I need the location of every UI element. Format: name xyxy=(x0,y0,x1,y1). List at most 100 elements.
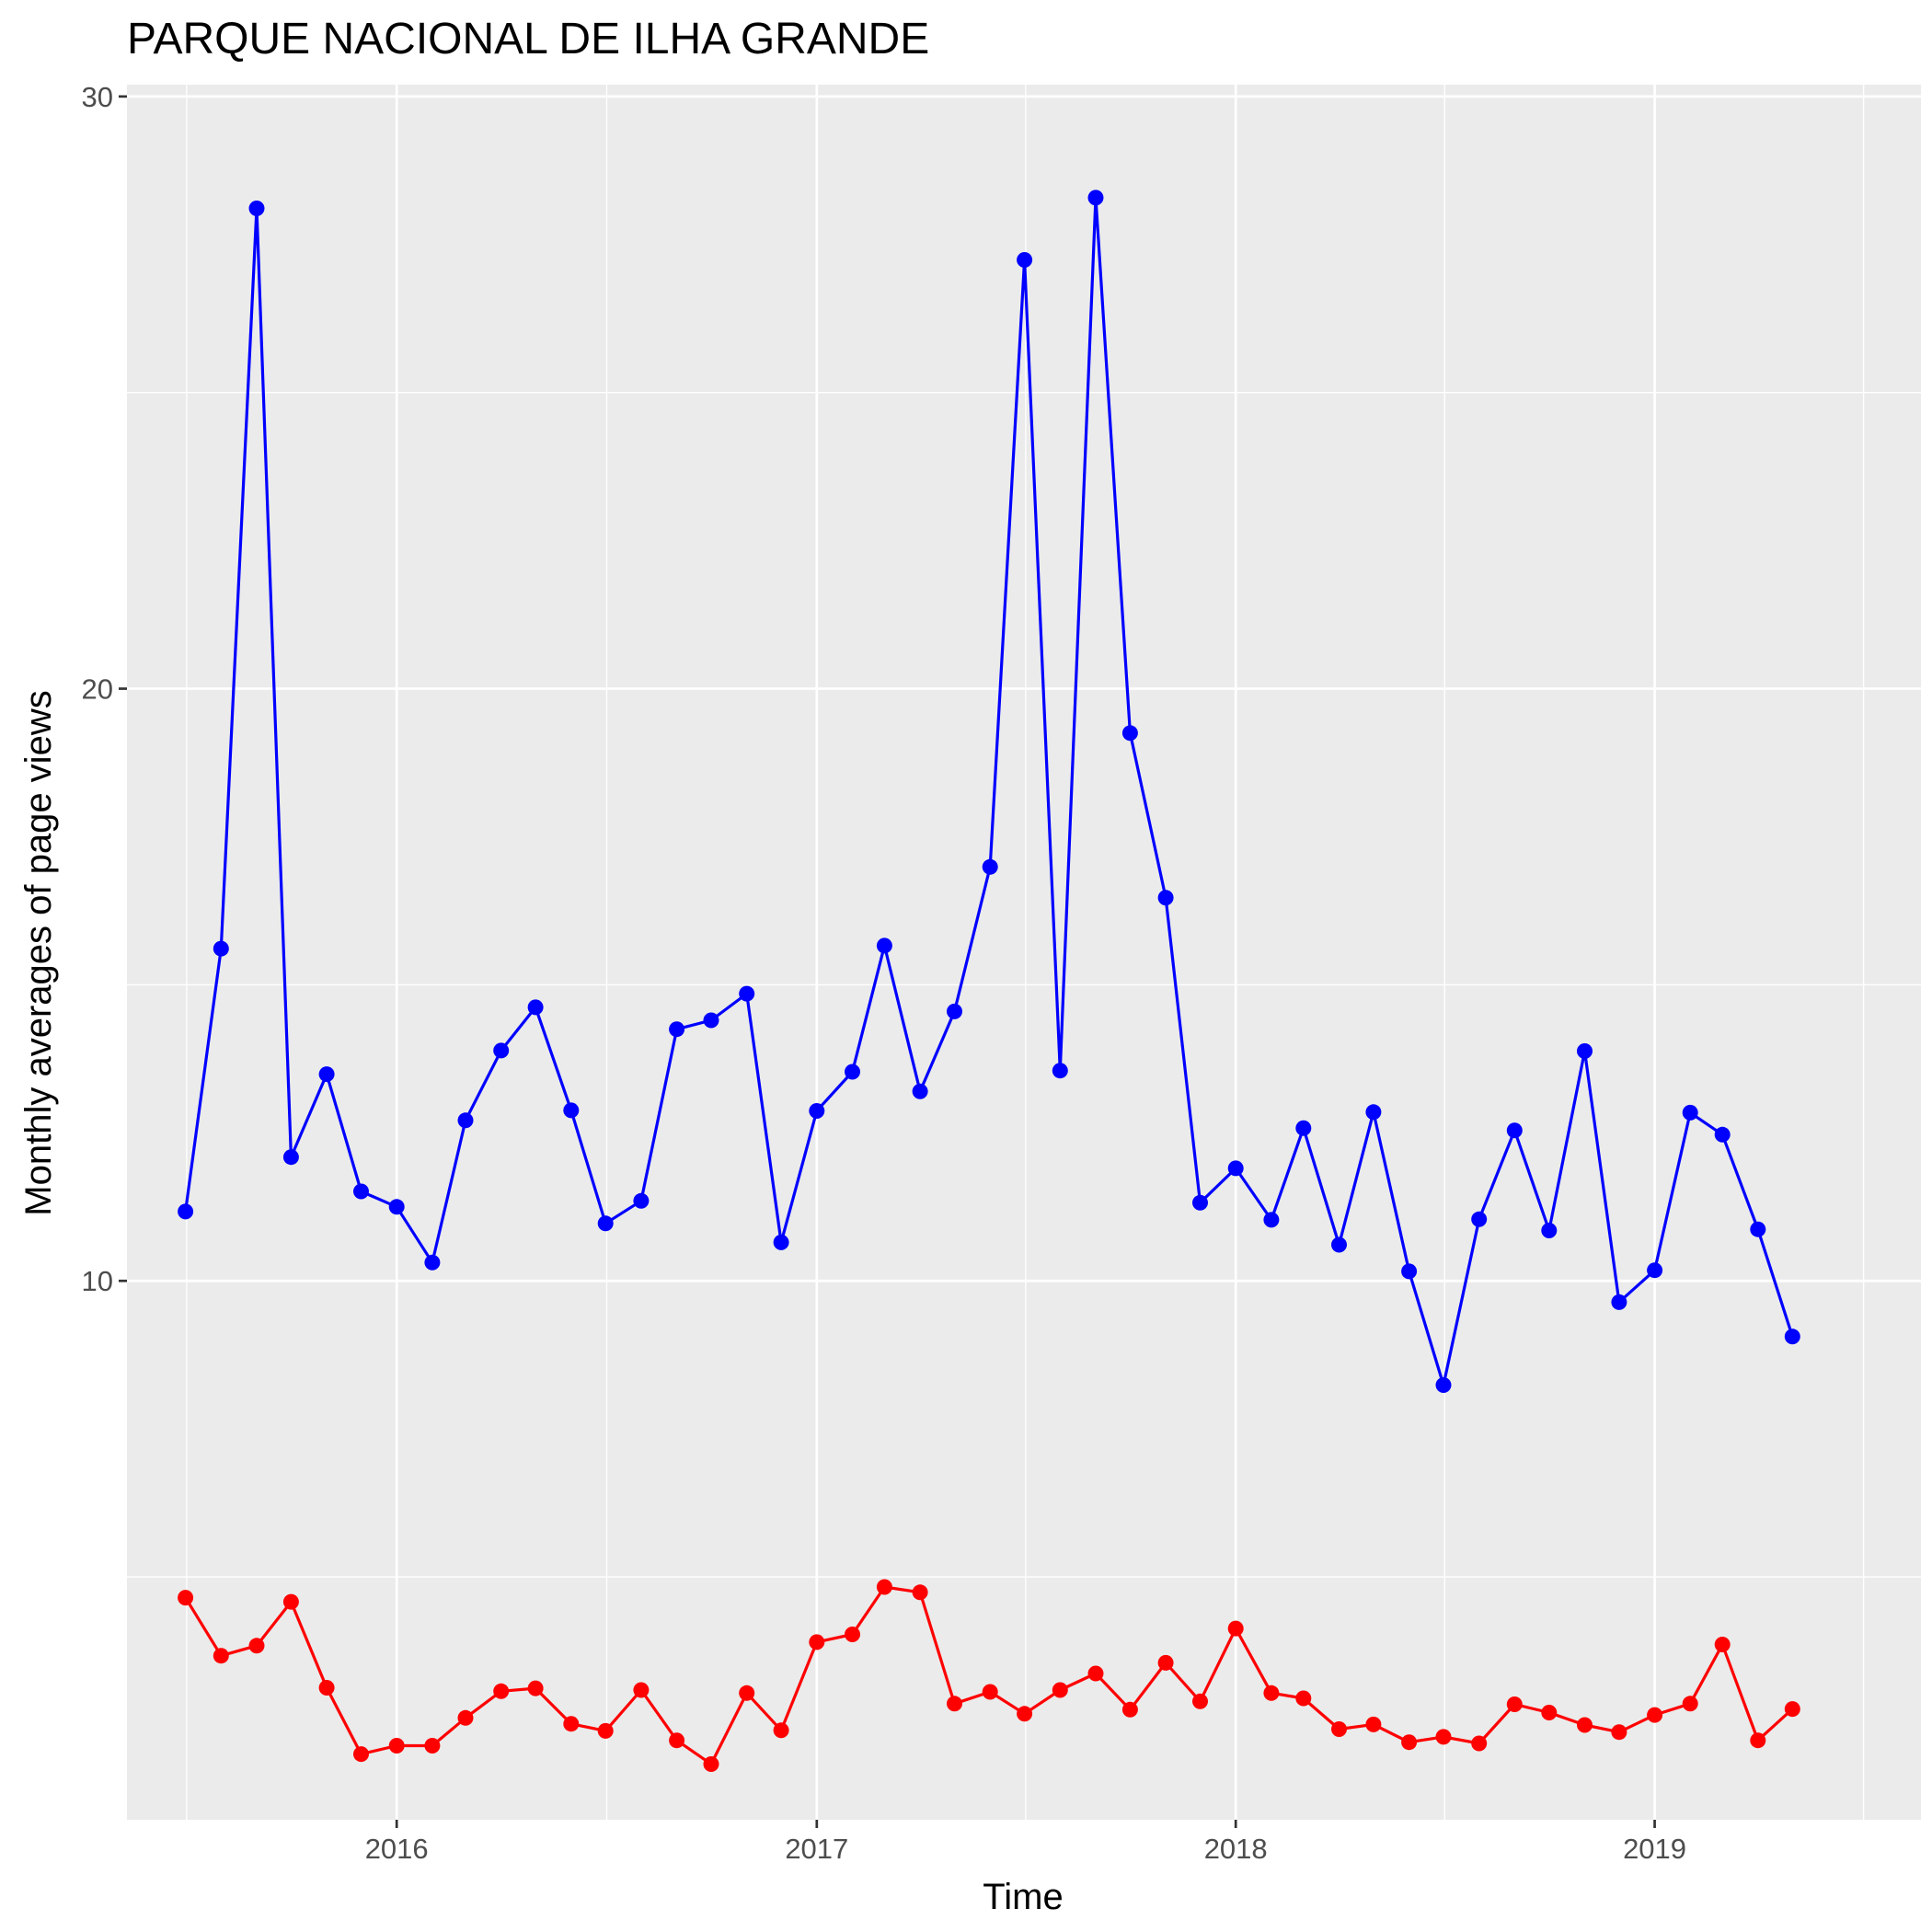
data-point-series-2 xyxy=(493,1683,510,1699)
data-point-series-2 xyxy=(845,1627,860,1642)
data-point-series-1 xyxy=(213,940,229,957)
data-point-series-1 xyxy=(424,1254,441,1271)
data-point-series-1 xyxy=(1052,1063,1068,1079)
data-point-series-2 xyxy=(1192,1693,1208,1709)
data-point-series-2 xyxy=(213,1648,229,1664)
data-point-series-2 xyxy=(248,1638,265,1654)
data-point-series-2 xyxy=(178,1590,194,1606)
data-point-series-1 xyxy=(1750,1221,1766,1237)
data-point-series-1 xyxy=(493,1042,510,1059)
data-point-series-2 xyxy=(1401,1734,1418,1751)
data-point-series-1 xyxy=(1682,1104,1698,1121)
data-point-series-1 xyxy=(876,937,892,954)
data-point-series-2 xyxy=(1121,1701,1138,1718)
data-point-series-2 xyxy=(388,1738,405,1754)
data-point-series-2 xyxy=(1227,1620,1244,1637)
data-point-series-1 xyxy=(809,1103,825,1119)
data-point-series-2 xyxy=(876,1579,892,1595)
data-point-series-2 xyxy=(1682,1696,1698,1712)
data-point-series-2 xyxy=(563,1716,580,1732)
x-tick-label: 2018 xyxy=(1204,1833,1268,1865)
data-point-series-1 xyxy=(1157,890,1174,906)
data-point-series-1 xyxy=(982,858,998,875)
data-point-series-2 xyxy=(1611,1724,1627,1741)
data-point-series-1 xyxy=(703,1012,719,1029)
data-point-series-1 xyxy=(845,1064,860,1080)
data-point-series-1 xyxy=(1435,1377,1452,1393)
data-point-series-1 xyxy=(633,1192,650,1209)
data-point-series-2 xyxy=(1541,1705,1558,1720)
data-point-series-2 xyxy=(527,1680,544,1696)
gridlines xyxy=(127,85,1921,1820)
data-point-series-1 xyxy=(773,1234,789,1250)
data-point-series-2 xyxy=(1365,1716,1382,1732)
data-point-series-1 xyxy=(178,1203,194,1220)
data-point-series-1 xyxy=(739,985,755,1002)
data-point-series-1 xyxy=(1227,1160,1244,1177)
data-point-series-2 xyxy=(1471,1735,1488,1752)
data-point-series-2 xyxy=(1017,1706,1033,1722)
data-point-series-1 xyxy=(912,1083,928,1099)
data-point-series-2 xyxy=(1714,1637,1731,1652)
data-point-series-2 xyxy=(1157,1654,1174,1671)
data-point-series-2 xyxy=(633,1682,650,1698)
data-point-series-2 xyxy=(1435,1729,1452,1745)
data-point-series-2 xyxy=(1052,1682,1068,1698)
data-point-series-2 xyxy=(669,1732,685,1749)
data-point-series-2 xyxy=(1263,1685,1280,1701)
data-point-series-1 xyxy=(1541,1223,1558,1238)
data-point-series-1 xyxy=(1714,1126,1731,1143)
y-tick-label: 20 xyxy=(82,673,113,706)
data-point-series-1 xyxy=(318,1066,335,1083)
plot-panel xyxy=(127,85,1921,1820)
data-point-series-2 xyxy=(282,1593,299,1610)
data-point-series-2 xyxy=(703,1756,719,1772)
data-series xyxy=(178,190,1800,1772)
data-point-series-1 xyxy=(1192,1194,1208,1211)
data-point-series-1 xyxy=(1506,1122,1523,1139)
data-point-series-1 xyxy=(1611,1294,1627,1310)
y-axis-title: Monthly averages of page views xyxy=(18,690,59,1215)
data-point-series-2 xyxy=(457,1709,474,1726)
data-point-series-2 xyxy=(809,1634,825,1650)
data-point-series-2 xyxy=(597,1722,614,1739)
y-tick-label: 30 xyxy=(82,81,113,113)
data-point-series-2 xyxy=(1750,1732,1766,1749)
data-point-series-1 xyxy=(1295,1120,1312,1136)
data-point-series-1 xyxy=(1784,1328,1800,1345)
data-point-series-2 xyxy=(1295,1690,1312,1707)
data-point-series-1 xyxy=(597,1215,614,1232)
x-tick-label: 2019 xyxy=(1623,1833,1686,1865)
data-point-series-1 xyxy=(282,1149,299,1166)
x-tick-label: 2016 xyxy=(365,1833,429,1865)
data-point-series-2 xyxy=(1784,1701,1800,1718)
data-point-series-1 xyxy=(1087,190,1104,206)
data-point-series-2 xyxy=(1506,1696,1523,1712)
data-point-series-1 xyxy=(947,1003,962,1019)
data-point-series-1 xyxy=(1365,1104,1382,1121)
data-point-series-1 xyxy=(1471,1211,1488,1227)
data-point-series-2 xyxy=(424,1738,441,1754)
data-point-series-2 xyxy=(353,1746,369,1763)
data-point-series-2 xyxy=(1647,1707,1663,1723)
x-tick-label: 2017 xyxy=(785,1833,848,1865)
data-point-series-2 xyxy=(1577,1717,1593,1733)
data-point-series-2 xyxy=(318,1680,335,1696)
data-point-series-1 xyxy=(248,201,265,216)
data-point-series-1 xyxy=(669,1021,685,1038)
data-point-series-1 xyxy=(1401,1263,1418,1280)
data-point-series-2 xyxy=(982,1684,998,1700)
data-point-series-1 xyxy=(527,999,544,1016)
data-point-series-2 xyxy=(1331,1721,1347,1737)
axes: 10 20 30 2016 2017 2018 2019 xyxy=(82,81,1687,1865)
y-tick-label: 10 xyxy=(82,1265,113,1297)
data-point-series-2 xyxy=(947,1696,962,1712)
chart-title: PARQUE NACIONAL DE ILHA GRANDE xyxy=(127,15,929,63)
x-axis-title: Time xyxy=(983,1877,1063,1917)
data-point-series-1 xyxy=(1121,725,1138,742)
data-point-series-1 xyxy=(388,1199,405,1215)
data-point-series-1 xyxy=(1263,1212,1280,1228)
data-point-series-2 xyxy=(912,1584,928,1601)
data-point-series-1 xyxy=(563,1102,580,1119)
